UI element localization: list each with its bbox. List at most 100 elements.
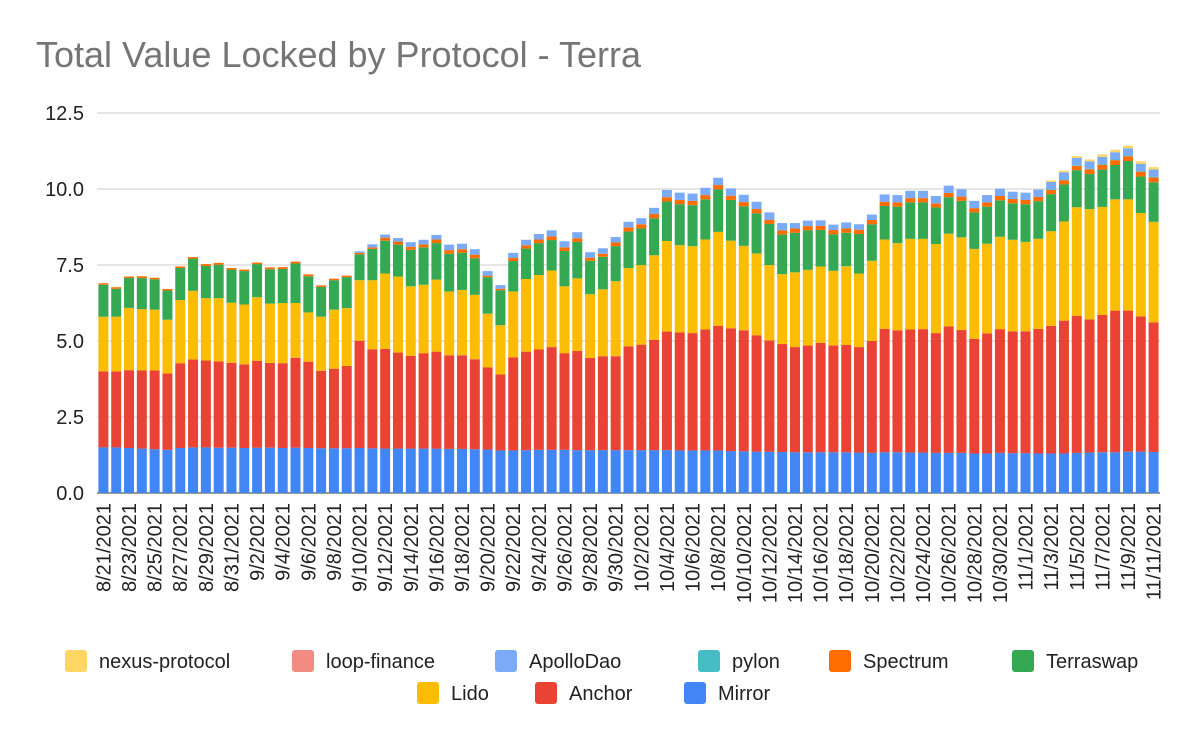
bar-segment [930, 203, 941, 208]
bar-segment [354, 254, 365, 281]
bar-segment [200, 447, 211, 493]
bar-segment [918, 202, 929, 239]
bar-segment [1148, 451, 1159, 493]
bar-segment [918, 452, 929, 493]
bar-segment [533, 275, 544, 350]
bar-segment [200, 298, 211, 361]
bar-segment [1058, 170, 1069, 173]
bar-segment [572, 241, 583, 279]
bar-segment [1020, 192, 1031, 200]
bar-segment [777, 274, 788, 345]
bar-segment [149, 279, 160, 310]
bar-segment [98, 371, 109, 448]
bar-segment [380, 234, 391, 238]
bar-segment [175, 268, 186, 300]
bar-segment [444, 253, 455, 292]
bar-segment [649, 339, 660, 451]
bar-segment [111, 371, 122, 448]
bar-segment [1148, 176, 1159, 178]
bar-segment [1033, 196, 1044, 202]
bar-segment [892, 195, 903, 203]
bar-segment [213, 298, 224, 362]
y-tick-label: 10.0 [45, 179, 84, 201]
legend-swatch [495, 650, 517, 672]
bar-segment [764, 265, 775, 341]
bar-segment [674, 192, 685, 200]
bar-segment [405, 448, 416, 493]
bar-segment [636, 344, 647, 451]
bar-segment [649, 255, 660, 340]
bar-segment [674, 199, 685, 205]
bar-segment [264, 303, 275, 363]
bar-segment [892, 202, 903, 207]
bar-segment [738, 245, 749, 331]
bar-segment [994, 195, 1005, 201]
bar-segment [111, 447, 122, 493]
bar-segment [969, 338, 980, 454]
bar-segment [828, 345, 839, 453]
y-tick-label: 2.5 [56, 407, 84, 429]
legend-label: Anchor [569, 683, 633, 705]
bar-segment [738, 194, 749, 203]
bar-segment [1033, 189, 1044, 197]
bar-segment [316, 286, 327, 317]
bar-segment [1110, 310, 1121, 453]
x-tick-label: 10/4/2021 [657, 503, 679, 592]
bar-segment [239, 364, 250, 449]
bar-segment [956, 330, 967, 453]
bar-segment [469, 359, 480, 450]
bar-segment [943, 197, 954, 234]
bar-segment [175, 363, 186, 449]
bar-segment [1046, 182, 1057, 190]
legend-swatch [65, 650, 87, 672]
bar-segment [1122, 156, 1133, 162]
bar-segment [367, 244, 378, 248]
bar-segment [290, 447, 301, 493]
x-tick-label: 8/29/2021 [196, 503, 218, 592]
bar-segment [1020, 453, 1031, 493]
bar-segment [1110, 149, 1121, 153]
bar-segment [111, 287, 122, 289]
bar-segment [264, 447, 275, 493]
bar-segment [597, 253, 608, 257]
x-tick-label: 9/2/2021 [247, 503, 269, 581]
bar-segment [162, 449, 173, 493]
bar-segment [572, 238, 583, 242]
bar-segment [431, 239, 442, 244]
legend-swatch [698, 650, 720, 672]
bar-segment [764, 219, 775, 224]
bar-segment [764, 451, 775, 493]
bar-segment [687, 450, 698, 493]
bar-segment [239, 304, 250, 365]
x-tick-label: 9/6/2021 [298, 503, 320, 581]
bar-segment [905, 198, 916, 203]
bar-segment [1007, 199, 1018, 204]
bar-segment [444, 448, 455, 493]
bar-segment [1084, 169, 1095, 175]
bar-segment [1122, 148, 1133, 156]
x-tick-label: 9/18/2021 [452, 503, 474, 592]
x-tick-label: 8/21/2021 [93, 503, 115, 592]
bar-segment [597, 450, 608, 493]
legend-label: Spectrum [863, 651, 949, 673]
bar-segment [277, 268, 288, 303]
bar-segment [879, 452, 890, 493]
bar-segment [149, 277, 160, 280]
legend-label: pylon [732, 651, 780, 673]
bar-segment [610, 356, 621, 451]
bar-segment [956, 196, 967, 201]
bar-segment [610, 237, 621, 243]
x-tick-label: 9/30/2021 [606, 503, 628, 592]
bar-segment [405, 242, 416, 247]
bar-segment [1007, 453, 1018, 493]
bar-segment [1071, 165, 1082, 171]
x-tick-label: 9/26/2021 [554, 503, 576, 592]
bar-segment [905, 202, 916, 239]
bar-segment [457, 448, 468, 493]
bar-segment [482, 271, 493, 276]
bar-segment [1071, 452, 1082, 493]
bar-segment [328, 278, 339, 281]
bar-segment [264, 269, 275, 304]
bar-segment [623, 450, 634, 493]
